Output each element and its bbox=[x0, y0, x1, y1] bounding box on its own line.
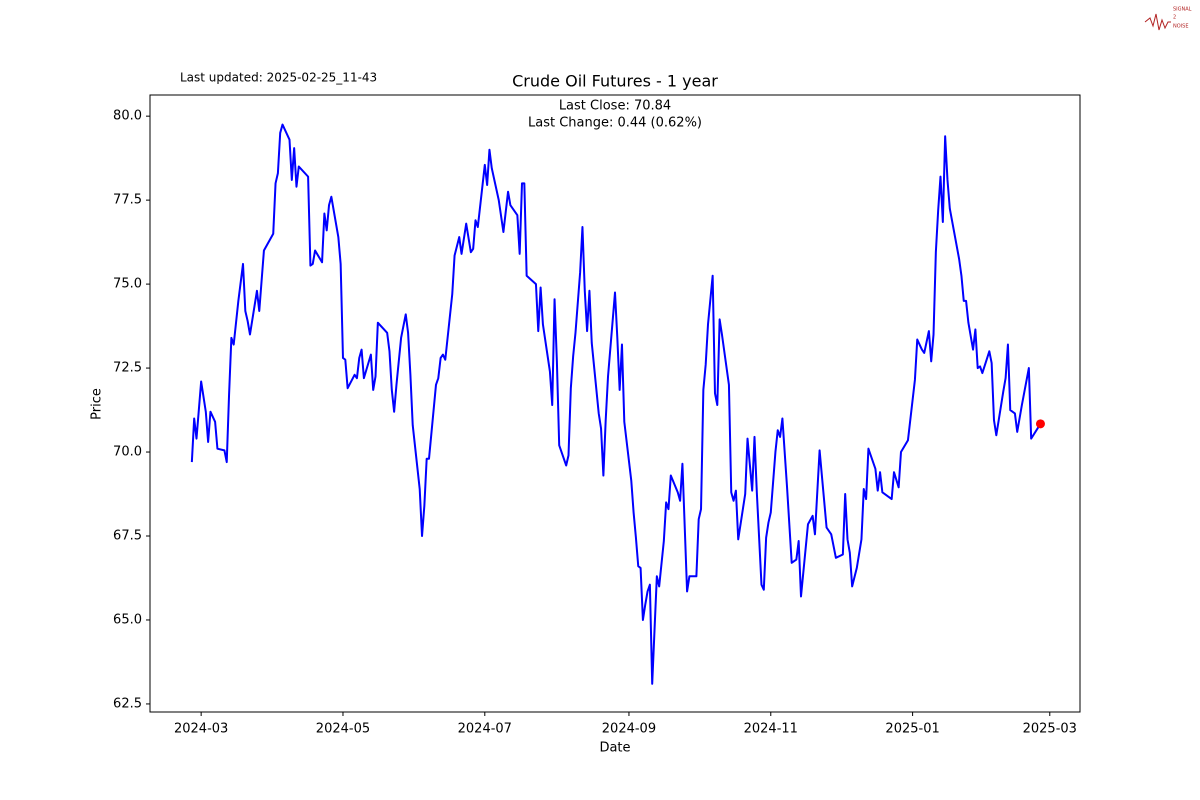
logo-wave bbox=[1144, 13, 1171, 31]
y-tick-label: 67.5 bbox=[113, 529, 142, 544]
x-tick-label: 2024-09 bbox=[602, 722, 656, 737]
y-tick-label: 80.0 bbox=[113, 109, 142, 124]
x-tick-label: 2024-07 bbox=[458, 722, 512, 737]
price-line bbox=[190, 123, 1042, 685]
y-tick-label: 62.5 bbox=[113, 696, 142, 711]
y-tick-label: 70.0 bbox=[113, 445, 142, 460]
y-axis-label: Price bbox=[90, 388, 105, 420]
annotation: Last Close: 70.84 bbox=[559, 99, 671, 114]
x-tick-label: 2024-11 bbox=[744, 722, 798, 737]
y-tick-label: 72.5 bbox=[113, 361, 142, 376]
last-point bbox=[1035, 419, 1045, 429]
x-tick-label: 2025-01 bbox=[885, 722, 939, 737]
updated-text: Last updated: 2025-02-25_11-43 bbox=[180, 71, 377, 85]
y-tick-label: 65.0 bbox=[113, 612, 142, 627]
x-tick-label: 2024-03 bbox=[174, 722, 228, 737]
logo-text: NOISE bbox=[1173, 24, 1188, 30]
logo-text: 2 bbox=[1173, 15, 1176, 21]
annotation: Last Change: 0.44 (0.62%) bbox=[528, 116, 702, 131]
x-tick-label: 2024-05 bbox=[316, 722, 370, 737]
y-tick-label: 75.0 bbox=[113, 277, 142, 292]
chart-title: Crude Oil Futures - 1 year bbox=[512, 72, 718, 91]
y-tick-label: 77.5 bbox=[113, 193, 142, 208]
logo: SIGNAL 2 NOISE bbox=[1144, 7, 1192, 31]
plot-frame bbox=[149, 94, 1081, 713]
x-tick-label: 2025-03 bbox=[1023, 722, 1077, 737]
x-axis-label: Date bbox=[599, 741, 630, 756]
logo-text: SIGNAL bbox=[1173, 7, 1192, 13]
